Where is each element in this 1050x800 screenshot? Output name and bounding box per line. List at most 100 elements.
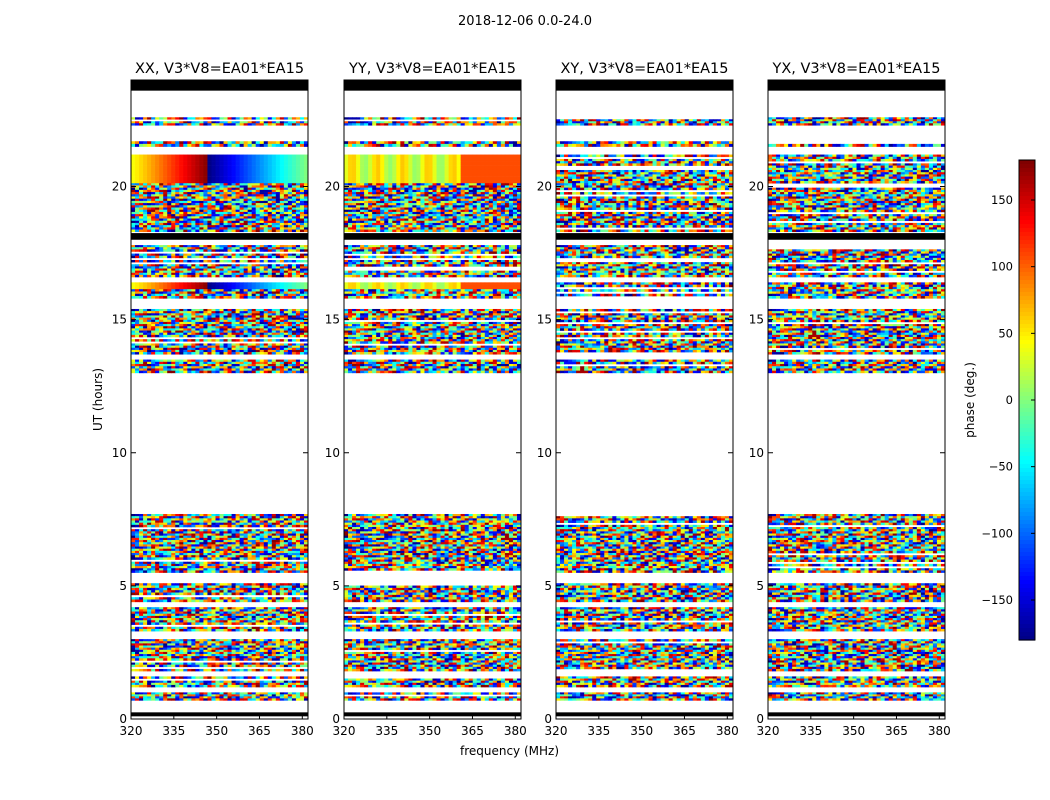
colorbar-step: [1019, 332, 1035, 337]
panel-title: YY, V3*V8=EA01*EA15: [348, 61, 516, 77]
colorbar-step: [1019, 196, 1035, 201]
colorbar-step: [1019, 236, 1035, 241]
colorbar-tick-label: −150: [981, 593, 1013, 607]
panel-2: 320 335 350 365 380 0 5 10 15 20 XY, V3*V8=EA01*EA…: [537, 61, 739, 738]
colorbar-step: [1019, 540, 1035, 545]
colorbar-step: [1019, 240, 1035, 245]
colorbar-step: [1019, 396, 1035, 401]
panel-1: 320 335 350 365 380 0 5 10 15 20 YY, V3*V8=EA01*EA…: [325, 61, 559, 758]
x-tick-label: 335: [799, 724, 822, 738]
colorbar-step: [1019, 228, 1035, 233]
colorbar-step: [1019, 456, 1035, 461]
colorbar-step: [1019, 352, 1035, 357]
colorbar-step: [1019, 596, 1035, 601]
y-tick-label: 20: [749, 180, 764, 194]
y-tick-label: 15: [112, 313, 127, 327]
y-tick-label: 15: [749, 313, 764, 327]
y-tick-label: 10: [112, 446, 127, 460]
y-tick-label: 20: [325, 180, 340, 194]
colorbar-step: [1019, 280, 1035, 285]
colorbar-step: [1019, 172, 1035, 177]
colorbar-step: [1019, 452, 1035, 457]
colorbar-tick-label: 150: [991, 193, 1013, 207]
colorbar-step: [1019, 184, 1035, 189]
y-tick-label: 0: [756, 712, 764, 726]
colorbar-tick-label: −100: [981, 526, 1013, 540]
colorbar-step: [1019, 360, 1035, 365]
colorbar-step: [1019, 320, 1035, 325]
axes-frame: [130, 79, 309, 720]
colorbar-step: [1019, 532, 1035, 537]
colorbar-step: [1019, 428, 1035, 433]
colorbar-step: [1019, 344, 1035, 349]
colorbar-step: [1019, 436, 1035, 441]
colorbar-step: [1019, 612, 1035, 617]
colorbar-step: [1019, 316, 1035, 321]
colorbar-step: [1019, 232, 1035, 237]
y-tick-label: 0: [332, 712, 340, 726]
y-tick-label: 10: [749, 446, 764, 460]
x-tick-label: 350: [630, 724, 653, 738]
x-tick-label: 365: [461, 724, 484, 738]
colorbar-step: [1019, 552, 1035, 557]
colorbar-step: [1019, 508, 1035, 513]
colorbar-step: [1019, 464, 1035, 469]
axes-frame: [343, 79, 522, 720]
x-tick-label: 320: [333, 724, 356, 738]
colorbar-step: [1019, 356, 1035, 361]
y-axis-label: UT (hours): [91, 368, 105, 431]
colorbar-step: [1019, 364, 1035, 369]
colorbar-step: [1019, 200, 1035, 205]
colorbar-step: [1019, 276, 1035, 281]
panel-0: 320 335 350 365 380 0 5 10 15 20 XX, V3*V8=EA01*EA…: [91, 61, 314, 738]
colorbar-step: [1019, 220, 1035, 225]
x-tick-label: 335: [162, 724, 185, 738]
colorbar-step: [1019, 296, 1035, 301]
colorbar-step: [1019, 548, 1035, 553]
colorbar-step: [1019, 588, 1035, 593]
colorbar-step: [1019, 512, 1035, 517]
heatmap-raster: [556, 80, 733, 717]
colorbar-step: [1019, 592, 1035, 597]
colorbar-step: [1019, 448, 1035, 453]
heatmap-raster: [768, 80, 945, 717]
colorbar-step: [1019, 440, 1035, 445]
x-axis-label: frequency (MHz): [460, 744, 559, 758]
colorbar-step: [1019, 192, 1035, 197]
colorbar-step: [1019, 484, 1035, 489]
flag-line: [556, 80, 733, 91]
colorbar-step: [1019, 204, 1035, 209]
y-tick-label: 20: [112, 180, 127, 194]
flag-line: [344, 80, 521, 91]
colorbar-step: [1019, 292, 1035, 297]
colorbar-step: [1019, 544, 1035, 549]
colorbar-step: [1019, 556, 1035, 561]
colorbar-step: [1019, 500, 1035, 505]
x-tick-label: 365: [885, 724, 908, 738]
colorbar-step: [1019, 368, 1035, 373]
flag-line: [344, 233, 521, 240]
heatmap-raster: [344, 80, 521, 717]
colorbar-step: [1019, 420, 1035, 425]
colorbar-step: [1019, 624, 1035, 629]
colorbar-step: [1019, 568, 1035, 573]
panel-title: XY, V3*V8=EA01*EA15: [560, 61, 728, 77]
colorbar-step: [1019, 180, 1035, 185]
colorbar-step: [1019, 584, 1035, 589]
colorbar-step: [1019, 600, 1035, 605]
colorbar-step: [1019, 304, 1035, 309]
colorbar-step: [1019, 216, 1035, 221]
y-tick-label: 10: [325, 446, 340, 460]
x-tick-label: 320: [757, 724, 780, 738]
y-tick-label: 5: [119, 579, 127, 593]
colorbar-step: [1019, 536, 1035, 541]
colorbar-step: [1019, 328, 1035, 333]
colorbar-step: [1019, 480, 1035, 485]
colorbar-step: [1019, 580, 1035, 585]
x-tick-label: 380: [504, 724, 527, 738]
flag-line: [556, 233, 733, 240]
y-tick-label: 5: [756, 579, 764, 593]
axes-frame: [767, 79, 946, 720]
y-tick-label: 0: [119, 712, 127, 726]
